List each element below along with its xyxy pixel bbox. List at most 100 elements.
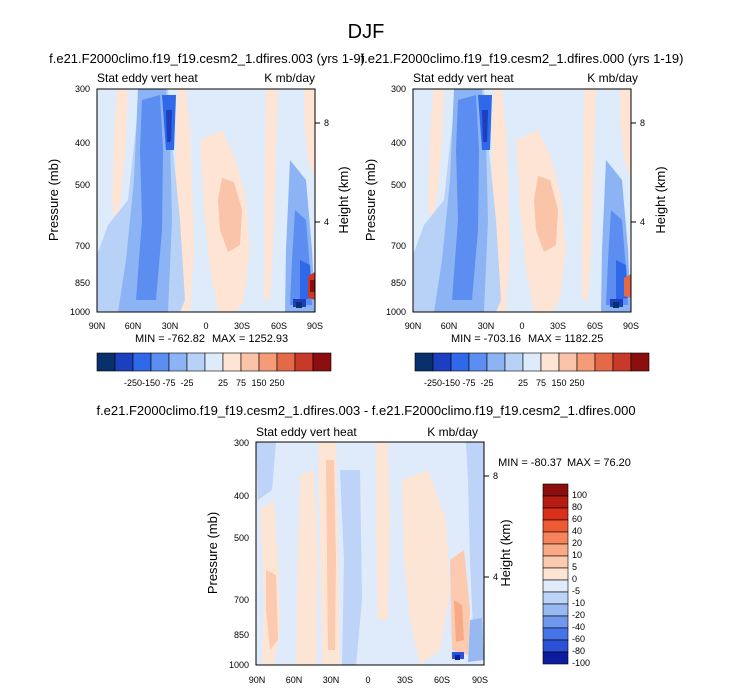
colorbar-swatch <box>486 352 506 372</box>
colorbar-label: -75 <box>462 378 475 388</box>
x-tick-label: 90S <box>623 321 639 331</box>
x-tick-label: 0 <box>365 675 370 685</box>
colorbar-label: -100 <box>572 658 590 668</box>
colorbar-swatch <box>540 352 560 372</box>
panel-1-left-label: Stat eddy vert heat <box>97 71 198 85</box>
x-tick-label: 30N <box>478 321 495 331</box>
colorbar-label: -25 <box>480 378 493 388</box>
cool-region <box>166 110 172 142</box>
panel-3-frame <box>255 441 485 666</box>
colorbar-label: 60 <box>572 514 582 524</box>
y2-tick-label: 8 <box>493 471 498 481</box>
y-tick-label: 850 <box>75 278 90 288</box>
colorbar-label: 250 <box>269 378 284 388</box>
panel-2-title: f.e21.F2000climo.f19_f19.cesm2_1.dfires.… <box>360 51 683 66</box>
x-tick-label: 60S <box>271 321 287 331</box>
colorbar-swatch <box>450 352 470 372</box>
panel-1-x-axis: 90N 60N 30N 0 30S 60S 90S <box>89 321 323 331</box>
x-tick-label: 60S <box>587 321 603 331</box>
x-tick-label: 60N <box>441 321 458 331</box>
colorbar-swatch <box>542 591 569 605</box>
warm-region <box>304 89 315 180</box>
colorbar-label: 10 <box>572 550 582 560</box>
colorbar-swatch <box>240 352 260 372</box>
x-tick-label: 90S <box>472 675 488 685</box>
warm-region <box>582 89 596 300</box>
colorbar-label: 75 <box>536 378 546 388</box>
colorbar-swatch <box>222 352 242 372</box>
cool-patch <box>613 302 619 308</box>
x-tick-label: 60N <box>286 675 303 685</box>
y-tick-label: 700 <box>234 595 249 605</box>
colorbar-swatch <box>542 495 569 509</box>
colorbar-swatch <box>542 627 569 641</box>
cool-region <box>468 618 484 662</box>
x-tick-label: 90N <box>89 321 106 331</box>
colorbar-swatch <box>594 352 614 372</box>
cool-region <box>466 442 484 650</box>
panel-2-max-label: MAX = 1182.25 <box>528 333 603 345</box>
colorbar-label: 20 <box>572 538 582 548</box>
cool-region <box>340 470 362 665</box>
colorbar-swatch <box>542 639 569 653</box>
colorbar-swatch <box>522 352 542 372</box>
panel-3: f.e21.F2000climo.f19_f19.cesm2_1.dfires.… <box>96 403 635 685</box>
panel-3-ylabel: Pressure (mb) <box>205 512 220 594</box>
panel-2-y2-axis: 8 4 <box>631 118 645 227</box>
panel-2-field <box>413 89 631 312</box>
panel-2-min-label: MIN = -703.16 <box>451 333 521 345</box>
y-tick-label: 500 <box>391 180 406 190</box>
x-tick-label: 60N <box>125 321 142 331</box>
panel-3-max-label: MAX = 76.20 <box>567 457 631 469</box>
colorbar-label: -40 <box>572 622 585 632</box>
y2-tick-label: 8 <box>324 118 329 128</box>
y-tick-label: 400 <box>391 138 406 148</box>
warm-region <box>376 442 390 620</box>
panel-3-colorbar-labels: 100 80 60 40 20 10 5 0 -5 -10 -20 -40 -6… <box>572 490 590 668</box>
x-tick-label: 90N <box>405 321 422 331</box>
panel-1-field <box>97 89 315 312</box>
colorbar-label: -150 <box>442 378 460 388</box>
colorbar-swatch <box>542 615 569 629</box>
warm-region <box>428 89 444 230</box>
panel-1-title: f.e21.F2000climo.f19_f19.cesm2_1.dfires.… <box>49 51 365 66</box>
colorbar-swatch <box>630 352 650 372</box>
y2-tick-label: 8 <box>640 118 645 128</box>
warm-region <box>218 178 242 252</box>
cool-region <box>482 110 488 142</box>
colorbar-swatch <box>542 555 569 569</box>
y-tick-label: 500 <box>234 533 249 543</box>
warm-region <box>264 89 278 300</box>
panel-2-x-axis: 90N 60N 30N 0 30S 60S 90S <box>405 321 639 331</box>
panel-3-y2label: Height (km) <box>498 519 513 586</box>
y-tick-label: 300 <box>75 84 90 94</box>
panel-3-field <box>256 442 484 665</box>
y-tick-label: 400 <box>234 491 249 501</box>
colorbar-swatch <box>432 352 452 372</box>
colorbar-swatch <box>542 519 569 533</box>
colorbar-label: -75 <box>162 378 175 388</box>
colorbar-label: 75 <box>236 378 246 388</box>
y2-tick-label: 4 <box>640 217 645 227</box>
colorbar-swatch <box>258 352 278 372</box>
y-tick-label: 700 <box>391 241 406 251</box>
panel-2-colorbar <box>414 352 650 372</box>
x-tick-label: 0 <box>203 321 208 331</box>
colorbar-swatch <box>612 352 632 372</box>
colorbar-label: -25 <box>180 378 193 388</box>
panel-2-colorbar-labels: -250 -150 -75 -25 25 75 150 250 <box>424 378 585 388</box>
warm-region <box>534 176 558 252</box>
colorbar-label: 250 <box>569 378 584 388</box>
x-tick-label: 30N <box>162 321 179 331</box>
y2-tick-label: 4 <box>493 572 498 582</box>
colorbar-swatch <box>132 352 152 372</box>
panel-2-right-label: K mb/day <box>587 71 638 85</box>
colorbar-swatch <box>542 579 569 593</box>
colorbar-label: -60 <box>572 634 585 644</box>
colorbar-swatch <box>312 352 332 372</box>
panel-2-y2label: Height (km) <box>653 166 668 233</box>
warm-region <box>624 274 631 298</box>
x-tick-label: 30S <box>397 675 413 685</box>
colorbar-swatch <box>114 352 134 372</box>
